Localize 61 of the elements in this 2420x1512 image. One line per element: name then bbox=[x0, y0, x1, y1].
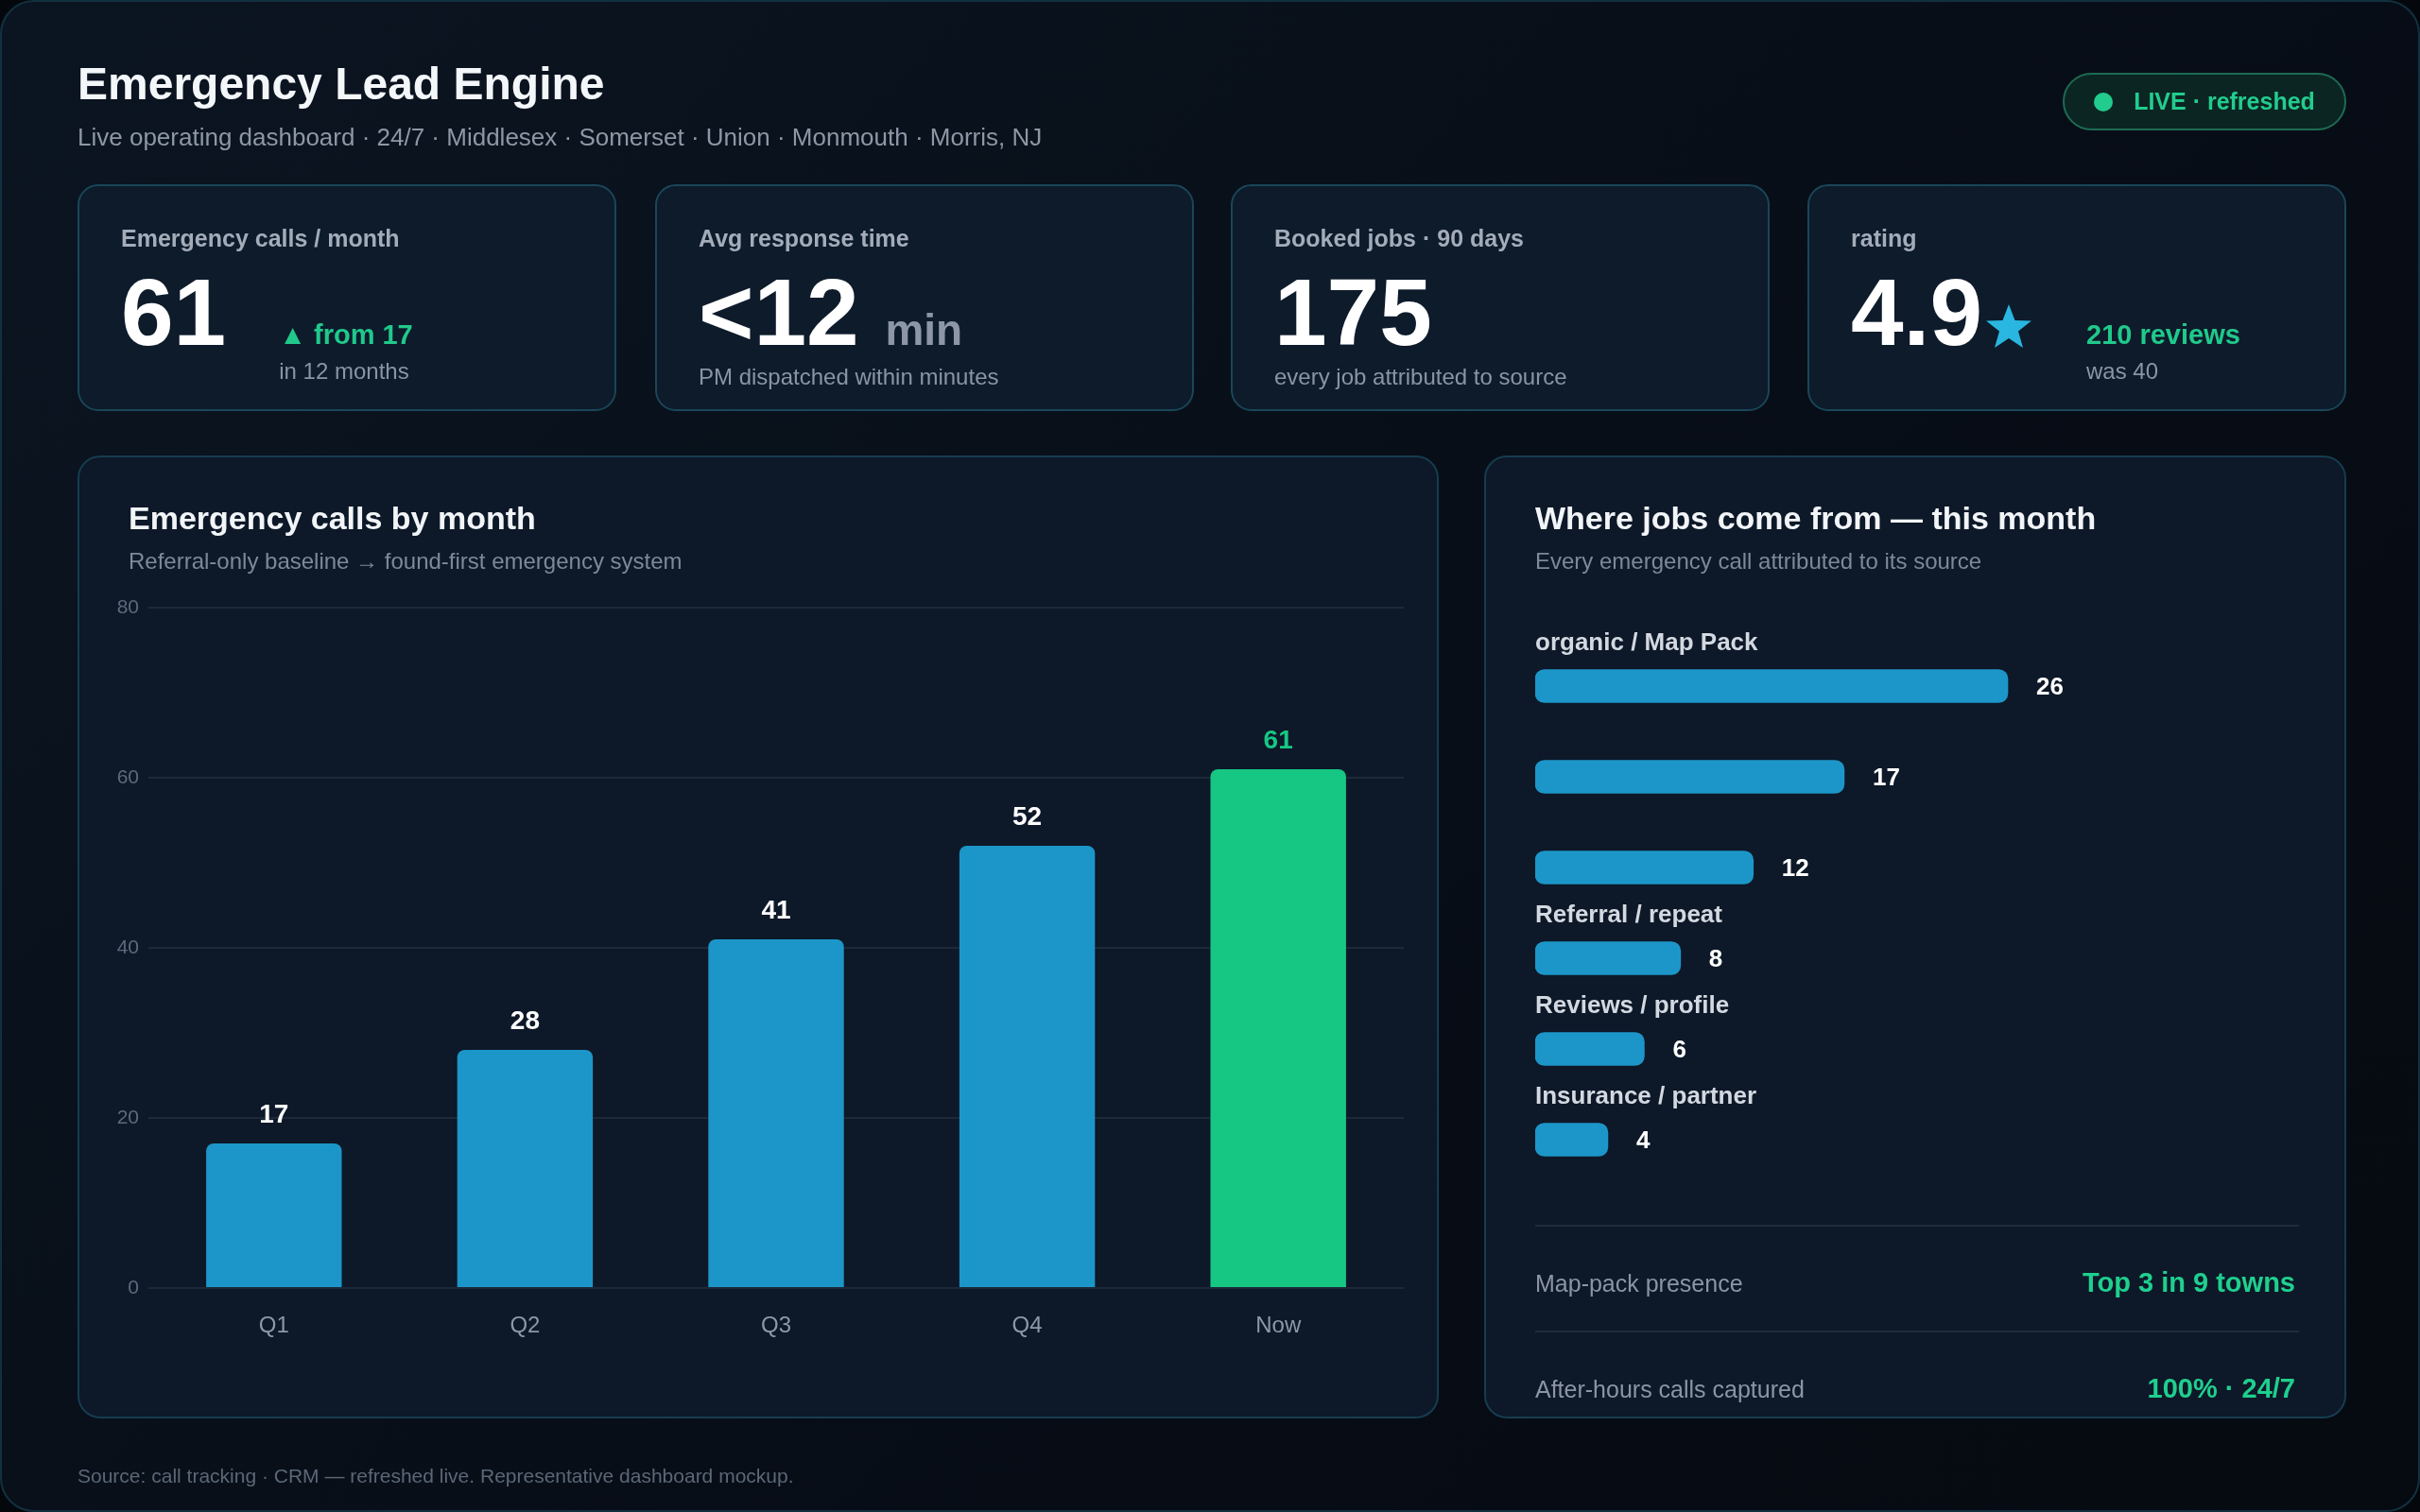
x-tick-label: Q1 bbox=[258, 1312, 289, 1338]
bar bbox=[1535, 941, 1682, 975]
text: 100% · 24/7 bbox=[2147, 1372, 2295, 1405]
text: ▲ from 17 bbox=[279, 318, 413, 352]
text: 4.9 bbox=[1851, 259, 1983, 365]
x-tick-label: Q4 bbox=[1011, 1312, 1043, 1338]
data-label: 26 bbox=[2036, 672, 2064, 701]
chart-subtitle: Referral-only baseline → found-first emergency system bbox=[129, 547, 683, 576]
text: was 40 bbox=[2086, 357, 2160, 386]
text: LIVE · refreshed bbox=[2134, 88, 2315, 115]
data-label: 4 bbox=[1635, 1125, 1651, 1155]
bar bbox=[708, 939, 844, 1287]
bar bbox=[1535, 669, 2009, 703]
text: Avg response time bbox=[699, 224, 909, 253]
bar bbox=[1535, 850, 1754, 885]
x-tick-label: Q2 bbox=[510, 1312, 541, 1338]
chart-title: Where jobs come from — this month bbox=[1535, 499, 2097, 538]
bar bbox=[1535, 760, 1845, 794]
text: Emergency Lead Engine bbox=[78, 58, 605, 111]
data-label: 17 bbox=[1872, 763, 1900, 792]
bar bbox=[1210, 769, 1346, 1287]
text: every job attributed to source bbox=[1274, 363, 1567, 391]
text: 175 bbox=[1274, 259, 1432, 365]
data-label: 52 bbox=[1012, 800, 1043, 831]
data-label: 12 bbox=[1781, 853, 1809, 883]
y-tick-label: Referral / repeat bbox=[1535, 900, 1723, 929]
data-label: 28 bbox=[510, 1005, 540, 1035]
text: Booked jobs · 90 days bbox=[1274, 224, 1524, 253]
data-label: 8 bbox=[1708, 944, 1723, 973]
text: rating bbox=[1851, 224, 1917, 253]
y-tick-label: 40 bbox=[116, 935, 139, 957]
y-tick-label: 20 bbox=[116, 1105, 139, 1127]
chart-subtitle: Every emergency call attributed to its source bbox=[1535, 547, 1982, 576]
text: 210 reviews bbox=[2086, 318, 2240, 352]
y-tick-label: 60 bbox=[116, 765, 139, 787]
text: Live operating dashboard · 24/7 · Middlesex · Somerset · Union · Monmouth · Morris, NJ bbox=[78, 122, 1043, 153]
x-tick-label: Now bbox=[1255, 1312, 1302, 1338]
data-label: 6 bbox=[1672, 1035, 1686, 1064]
data-label: 41 bbox=[761, 894, 791, 924]
y-tick-label: 0 bbox=[128, 1275, 139, 1297]
bar bbox=[1535, 1032, 1645, 1066]
text: PM dispatched within minutes bbox=[699, 363, 999, 391]
text: Top 3 in 9 towns bbox=[2082, 1266, 2295, 1299]
data-label: 17 bbox=[259, 1098, 289, 1128]
x-tick-label: Q3 bbox=[760, 1312, 792, 1338]
source-note: Source: call tracking · CRM — refreshed live. Representative dashboard mockup. bbox=[78, 1464, 794, 1488]
text: After-hours calls captured bbox=[1535, 1375, 1805, 1404]
chart-title: Emergency calls by month bbox=[129, 499, 536, 538]
y-tick-label: 80 bbox=[116, 594, 139, 617]
y-tick-label: Insurance / partner bbox=[1535, 1081, 1757, 1110]
text: 61 bbox=[121, 259, 227, 365]
bar bbox=[457, 1050, 594, 1287]
text: Map-pack presence bbox=[1535, 1269, 1743, 1298]
bar bbox=[959, 846, 1096, 1287]
text: Emergency calls / month bbox=[121, 224, 400, 253]
data-label: 61 bbox=[1263, 724, 1293, 754]
bar bbox=[1535, 1123, 1609, 1157]
text: in 12 months bbox=[279, 357, 410, 386]
y-tick-label: Reviews / profile bbox=[1535, 990, 1730, 1020]
y-tick-label: organic / Map Pack bbox=[1535, 627, 1759, 657]
bar bbox=[206, 1143, 342, 1287]
